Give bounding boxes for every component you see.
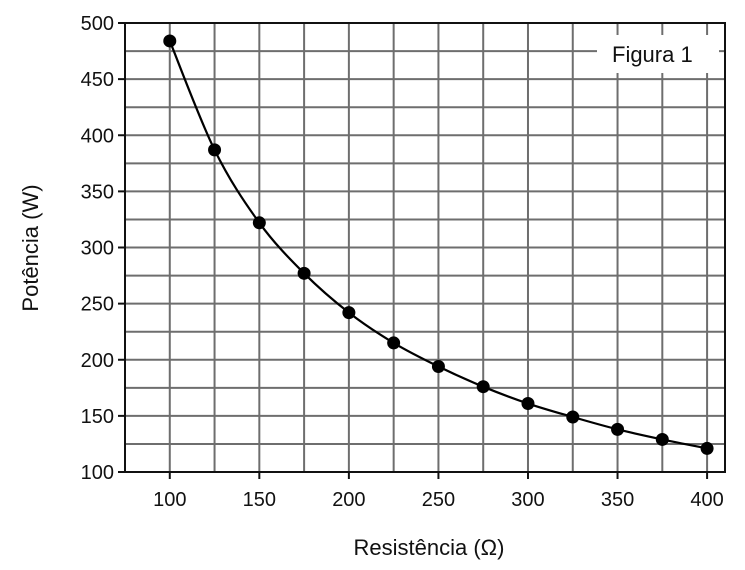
legend-label: Figura 1 [612, 42, 693, 67]
legend-box [597, 35, 719, 73]
x-tick-label: 200 [332, 489, 365, 511]
axes [118, 22, 726, 479]
data-point [387, 336, 401, 350]
x-axis-title: Resistência (Ω) [354, 535, 505, 560]
x-tick-label: 400 [690, 489, 723, 511]
grid [125, 22, 725, 473]
legend: Figura 1 [597, 35, 719, 73]
y-tick-label: 150 [81, 406, 114, 428]
x-tick-label: 350 [601, 489, 634, 511]
data-point [342, 306, 356, 320]
data-point [476, 380, 490, 394]
data-point [208, 143, 222, 157]
data-point [163, 34, 177, 48]
x-tick-label: 300 [511, 489, 544, 511]
x-tick-label: 100 [153, 489, 186, 511]
y-tick-label: 500 [81, 13, 114, 35]
data-point [611, 422, 625, 436]
y-tick-label: 100 [81, 462, 114, 484]
data-point [297, 266, 311, 280]
y-tick-label: 450 [81, 69, 114, 91]
x-tick-label: 150 [243, 489, 276, 511]
y-tick-label: 350 [81, 181, 114, 203]
data-point [700, 441, 714, 455]
data-point [566, 410, 580, 424]
data-point [431, 359, 445, 373]
tick-labels: 100 150 200 250 300 350 400 100 150 200 250 300 350 4… [81, 13, 724, 511]
y-tick-label: 400 [81, 125, 114, 147]
data-points [163, 34, 714, 455]
y-axis-title: Potência (W) [18, 184, 43, 311]
y-tick-label: 200 [81, 350, 114, 372]
data-point [252, 216, 266, 230]
data-point [655, 432, 669, 446]
y-tick-label: 300 [81, 238, 114, 260]
data-point [521, 397, 535, 411]
y-tick-label: 250 [81, 294, 114, 316]
x-tick-label: 250 [422, 489, 455, 511]
